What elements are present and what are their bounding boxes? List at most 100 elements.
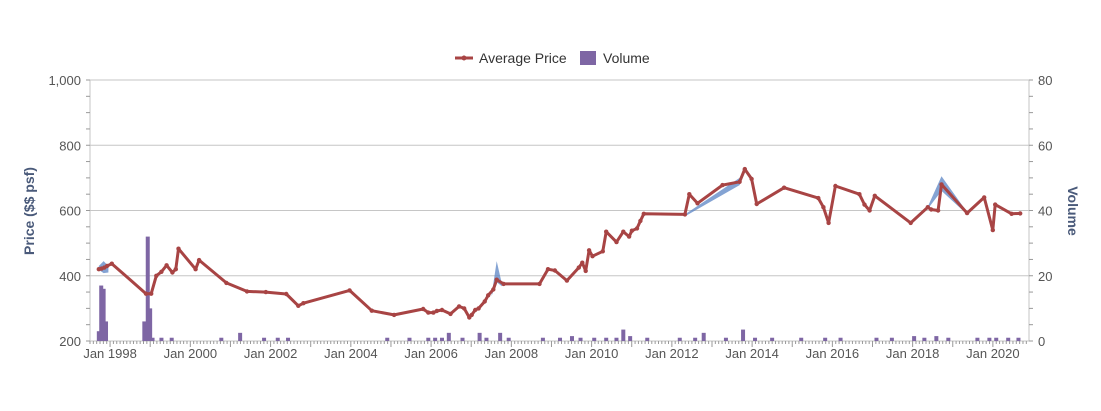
volume-bar xyxy=(262,337,267,341)
volume-bar xyxy=(446,332,451,341)
volume-bar xyxy=(614,337,619,341)
price-point xyxy=(826,220,831,226)
legend[interactable]: Average Price Volume xyxy=(455,50,650,66)
price-point xyxy=(626,234,632,239)
legend-label-volume: Volume xyxy=(603,50,650,66)
volume-bar xyxy=(275,337,280,341)
legend-item-volume[interactable]: Volume xyxy=(580,50,650,66)
price-point xyxy=(486,293,491,298)
volume-bar xyxy=(693,337,698,341)
price-point xyxy=(939,182,944,187)
volume-bar xyxy=(621,329,626,341)
x-tick-label: Jan 2012 xyxy=(645,346,699,361)
x-tick-label: Jan 2004 xyxy=(324,346,378,361)
price-point xyxy=(501,281,506,287)
price-band xyxy=(927,176,968,215)
price-point xyxy=(552,268,558,273)
price-point xyxy=(754,201,759,207)
x-tick-label: Jan 1998 xyxy=(83,346,137,361)
volume-bar xyxy=(219,337,224,341)
price-band xyxy=(684,169,745,217)
price-point xyxy=(143,291,149,296)
price-point xyxy=(687,192,692,197)
price-point xyxy=(462,306,467,311)
price-point xyxy=(491,287,496,292)
y-left-tick-label: 200 xyxy=(59,334,81,349)
price-point xyxy=(641,211,646,216)
volume-bar xyxy=(104,321,109,341)
price-point xyxy=(872,193,877,198)
x-tick-label: Jan 2020 xyxy=(966,346,1020,361)
price-point xyxy=(749,176,754,182)
y-left-tick-label: 600 xyxy=(59,204,81,219)
price-point xyxy=(590,254,595,259)
x-tick-label: Jan 2008 xyxy=(485,346,539,361)
volume-bar xyxy=(645,337,650,341)
volume-bar xyxy=(799,337,804,341)
price-point xyxy=(391,312,397,318)
volume-bar xyxy=(439,337,444,341)
volume-bar xyxy=(96,331,101,341)
price-point xyxy=(990,227,995,233)
volume-bar xyxy=(723,337,728,341)
price-point xyxy=(862,202,867,207)
price-point xyxy=(604,229,609,234)
volume-bars xyxy=(96,236,1021,341)
price-point xyxy=(600,249,605,254)
price-point xyxy=(576,265,581,270)
price-point xyxy=(742,166,747,172)
volume-bar xyxy=(912,336,917,341)
volume-bar xyxy=(101,288,106,341)
volume-bar xyxy=(286,337,291,341)
price-point xyxy=(821,205,826,210)
volume-bar xyxy=(159,337,164,341)
y-left-tick-label: 800 xyxy=(59,138,81,153)
volume-bar xyxy=(578,337,583,341)
volume-bar xyxy=(426,337,431,341)
volume-bar xyxy=(407,337,412,341)
price-point xyxy=(369,308,374,313)
price-point xyxy=(925,205,930,210)
price-point xyxy=(857,192,862,197)
price-point xyxy=(621,229,626,234)
volume-bar xyxy=(142,321,147,341)
price-point xyxy=(833,183,838,189)
price-point xyxy=(583,268,588,274)
axes: Price ($$ psf) Volume 200 0 400 20 600 40 800 6… xyxy=(21,73,1081,361)
volume-bar xyxy=(484,337,489,341)
price-point xyxy=(682,212,688,217)
legend-item-average-price[interactable]: Average Price xyxy=(455,50,567,66)
price-point xyxy=(170,270,175,275)
price-point xyxy=(421,306,426,312)
price-point xyxy=(173,267,178,272)
volume-bar xyxy=(838,337,843,341)
volume-bar xyxy=(477,332,482,341)
volume-bar xyxy=(934,336,939,341)
price-point xyxy=(482,299,487,304)
volume-bar xyxy=(701,332,706,341)
volume-bar xyxy=(1016,337,1021,341)
price-point xyxy=(982,195,987,200)
price-point xyxy=(935,208,941,213)
price-point xyxy=(629,228,635,233)
price-point xyxy=(301,301,306,306)
price-point xyxy=(695,201,700,206)
price-point xyxy=(720,182,725,188)
price-point xyxy=(176,246,181,251)
x-tick-label: Jan 2014 xyxy=(725,346,779,361)
y-right-tick-label: 0 xyxy=(1038,334,1045,349)
price-point xyxy=(564,278,570,283)
x-tick-label: Jan 2000 xyxy=(164,346,218,361)
volume-bar xyxy=(433,337,438,341)
volume-bar xyxy=(558,337,563,341)
price-point xyxy=(1009,211,1014,216)
volume-bar xyxy=(145,236,150,341)
price-point xyxy=(494,277,499,282)
price-point xyxy=(737,179,742,184)
price-point xyxy=(347,288,352,293)
price-point xyxy=(193,267,198,272)
volume-bar xyxy=(753,337,758,341)
price-point xyxy=(476,306,481,311)
volume-bar xyxy=(922,337,927,341)
